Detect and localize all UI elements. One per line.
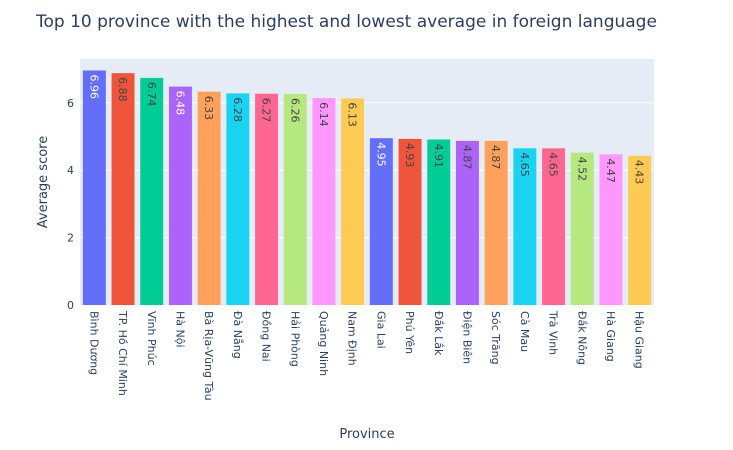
x-tick-label: Trà Vinh <box>547 310 560 355</box>
bar <box>168 86 192 305</box>
bar <box>513 148 537 305</box>
bar-value-label: 6.13 <box>346 102 359 127</box>
bar-value-label: 6.74 <box>145 82 158 107</box>
bars: 6.96 6.88 6.74 6.48 6.33 6.28 6.27 6.26 6.14 6.13… <box>82 70 652 306</box>
x-tick-label: Quảng Ninh <box>317 311 330 376</box>
bar-value-label: 4.95 <box>374 142 387 167</box>
y-axis-title: Average score <box>36 136 51 228</box>
x-axis-title: Province <box>339 427 394 442</box>
x-tick-label: Sóc Trăng <box>489 311 502 365</box>
bar-value-label: 6.48 <box>173 91 186 116</box>
bar-value-label: 4.65 <box>518 152 531 177</box>
bar <box>255 93 279 305</box>
bar-value-label: 4.47 <box>604 158 617 183</box>
x-tick-label: Cà Mau <box>518 311 531 352</box>
bar <box>455 140 479 305</box>
y-tick-label: 0 <box>67 299 74 312</box>
x-axis-ticks: Bình Dương TP. Hồ Chí Minh Vĩnh Phúc Hà Nội… <box>87 310 645 401</box>
bar <box>341 98 365 305</box>
bar-value-label: 6.14 <box>317 102 330 127</box>
x-tick-label: Hậu Giang <box>633 311 646 369</box>
bar-value-label: 4.87 <box>489 145 502 170</box>
bar-value-label: 6.28 <box>231 97 244 122</box>
bar-value-label: 4.93 <box>403 143 416 168</box>
bar <box>82 70 106 305</box>
bar-value-label: 6.33 <box>202 96 215 121</box>
x-tick-label: Bình Dương <box>87 311 100 375</box>
x-tick-label: Bà Rịa-Vũng Tàu <box>202 311 215 401</box>
x-tick-label: Vĩnh Phúc <box>145 311 158 366</box>
bar <box>140 77 164 305</box>
bar <box>197 91 221 305</box>
bar <box>427 139 451 305</box>
plot-background <box>80 59 654 305</box>
x-tick-label: TP. Hồ Chí Minh <box>116 310 129 396</box>
bar-value-label: 6.27 <box>260 98 273 123</box>
bar <box>484 140 508 305</box>
y-tick-label: 6 <box>67 97 74 110</box>
bar-value-label: 4.52 <box>575 157 588 182</box>
bar <box>570 152 594 305</box>
bar <box>369 138 393 305</box>
x-tick-label: Đắk Lắk <box>432 311 445 356</box>
x-tick-label: Đắk Nông <box>575 311 588 365</box>
bar <box>312 98 336 305</box>
y-axis-ticks: 0 2 4 6 <box>67 97 74 312</box>
chart-title: Top 10 province with the highest and low… <box>36 12 657 32</box>
bar-value-label: 6.26 <box>288 98 301 123</box>
bar-value-label: 4.43 <box>633 160 646 185</box>
bar <box>226 93 250 305</box>
bar <box>111 73 135 305</box>
bar-value-label: 6.96 <box>87 74 100 99</box>
bar <box>599 154 623 305</box>
x-tick-label: Đồng Nai <box>260 311 273 362</box>
x-tick-label: Hà Giang <box>604 311 617 362</box>
x-tick-label: Điện Biên <box>460 311 473 364</box>
bar-value-label: 4.91 <box>432 144 445 169</box>
bar-value-label: 4.65 <box>547 152 560 177</box>
bar-value-label: 6.88 <box>116 77 129 102</box>
bar-value-label: 4.87 <box>460 145 473 170</box>
bar <box>398 138 422 305</box>
x-tick-label: Phú Yên <box>403 311 416 354</box>
x-tick-label: Hải Phòng <box>288 311 301 367</box>
bar <box>283 94 307 306</box>
y-tick-label: 2 <box>67 232 74 245</box>
x-tick-label: Gia Lai <box>374 311 387 349</box>
bar <box>628 155 652 305</box>
x-tick-label: Đà Nẵng <box>231 311 244 359</box>
y-tick-label: 4 <box>67 164 74 177</box>
x-tick-label: Nam Định <box>346 311 359 366</box>
bar <box>542 148 566 305</box>
x-tick-label: Hà Nội <box>173 311 186 348</box>
